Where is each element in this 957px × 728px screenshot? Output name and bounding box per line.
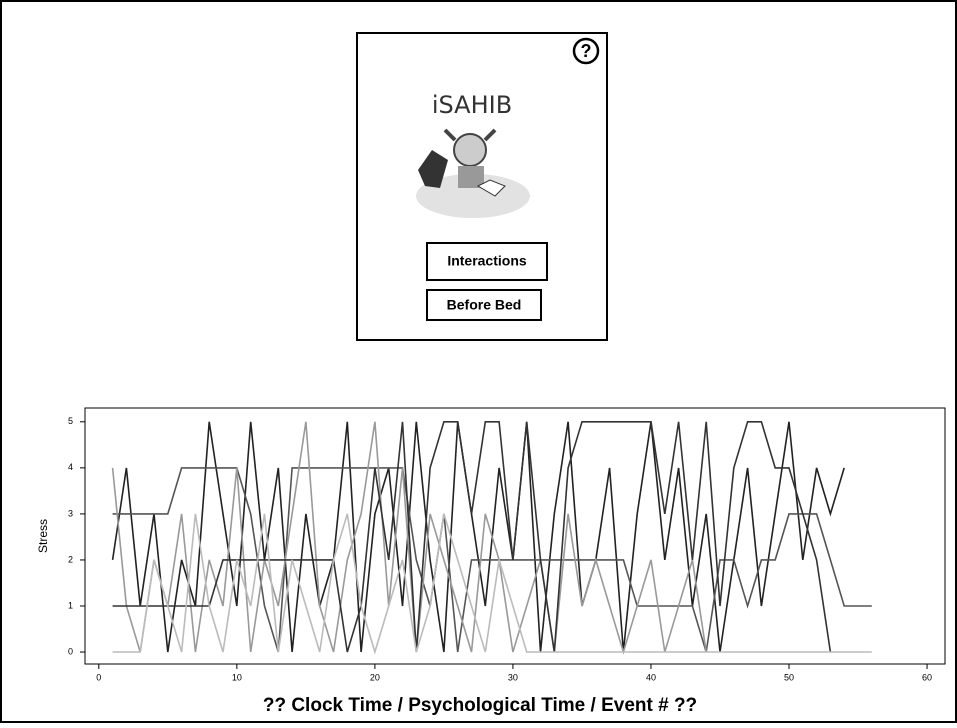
page: ? iSAHIB Interactions Before Bed Stress …	[0, 0, 957, 723]
x-axis-label: ?? Clock Time / Psychological Time / Eve…	[263, 695, 697, 716]
y-axis-label: Stress	[36, 519, 50, 553]
y-tick-label: 3	[68, 508, 73, 518]
button-label[interactable]: Interactions	[447, 253, 527, 269]
x-tick-label: 0	[96, 672, 101, 682]
button-label[interactable]: Before Bed	[447, 297, 522, 313]
y-tick-label: 4	[68, 462, 73, 472]
x-tick-label: 40	[646, 672, 656, 682]
y-tick-label: 2	[68, 554, 73, 564]
y-tick-label: 0	[68, 646, 73, 656]
y-tick-label: 5	[68, 416, 73, 426]
x-tick-label: 50	[784, 672, 794, 682]
x-tick-label: 30	[508, 672, 518, 682]
help-icon[interactable]: ?	[581, 41, 592, 61]
x-tick-label: 60	[922, 672, 932, 682]
phone: ? iSAHIB Interactions Before Bed	[357, 33, 607, 340]
app-title: iSAHIB	[432, 91, 512, 119]
x-tick-label: 20	[370, 672, 380, 682]
x-tick-label: 10	[232, 672, 242, 682]
y-tick-label: 1	[68, 600, 73, 610]
